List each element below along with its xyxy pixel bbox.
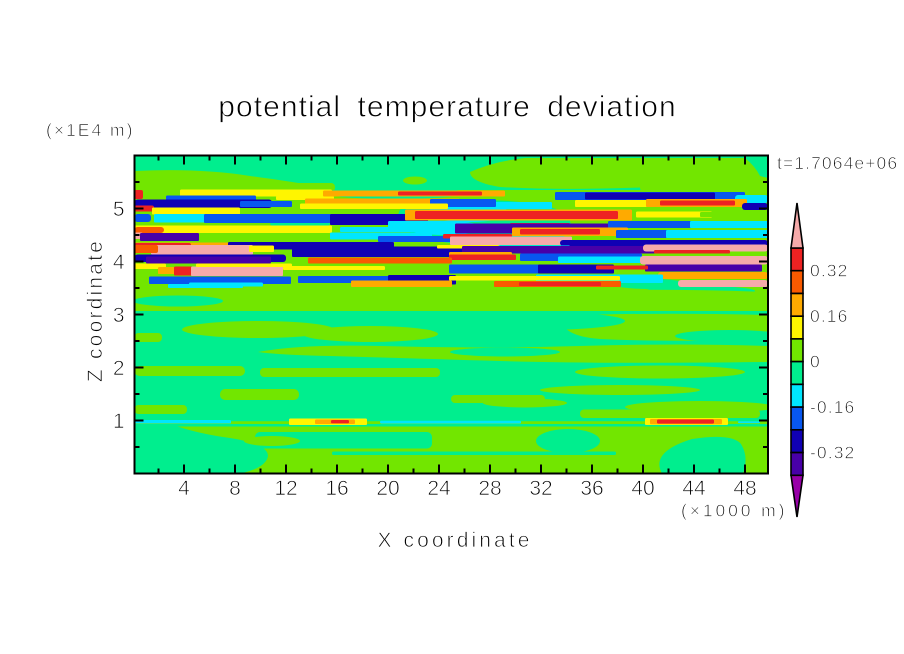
- svg-text:Z coordinate: Z coordinate: [84, 239, 107, 382]
- svg-text:(×1E4 m): (×1E4 m): [46, 120, 134, 140]
- svg-text:X coordinate: X coordinate: [377, 529, 532, 552]
- svg-text:1: 1: [113, 410, 125, 433]
- svg-text:8: 8: [229, 477, 241, 500]
- svg-text:44: 44: [682, 477, 706, 500]
- svg-text:24: 24: [427, 477, 451, 500]
- svg-text:28: 28: [478, 477, 501, 500]
- svg-text:4: 4: [178, 477, 190, 500]
- svg-text:32: 32: [529, 477, 552, 500]
- svg-text:2: 2: [113, 357, 125, 380]
- svg-text:t=1.7064e+06: t=1.7064e+06: [777, 153, 898, 173]
- svg-text:16: 16: [325, 477, 348, 500]
- svg-text:5: 5: [113, 198, 125, 221]
- svg-text:0.32: 0.32: [810, 261, 848, 281]
- svg-text:20: 20: [376, 477, 399, 500]
- svg-text:0.16: 0.16: [810, 306, 848, 326]
- svg-text:48: 48: [733, 477, 756, 500]
- svg-text:(×1000 m): (×1000 m): [681, 501, 787, 521]
- svg-text:36: 36: [580, 477, 603, 500]
- svg-text:potential temperature deviatio: potential temperature deviation: [218, 91, 676, 124]
- svg-text:0: 0: [810, 352, 821, 372]
- svg-text:4: 4: [113, 251, 125, 274]
- svg-text:3: 3: [113, 304, 125, 327]
- svg-text:40: 40: [631, 477, 654, 500]
- svg-text:-0.16: -0.16: [810, 397, 855, 417]
- svg-text:-0.32: -0.32: [810, 443, 855, 463]
- svg-text:12: 12: [274, 477, 297, 500]
